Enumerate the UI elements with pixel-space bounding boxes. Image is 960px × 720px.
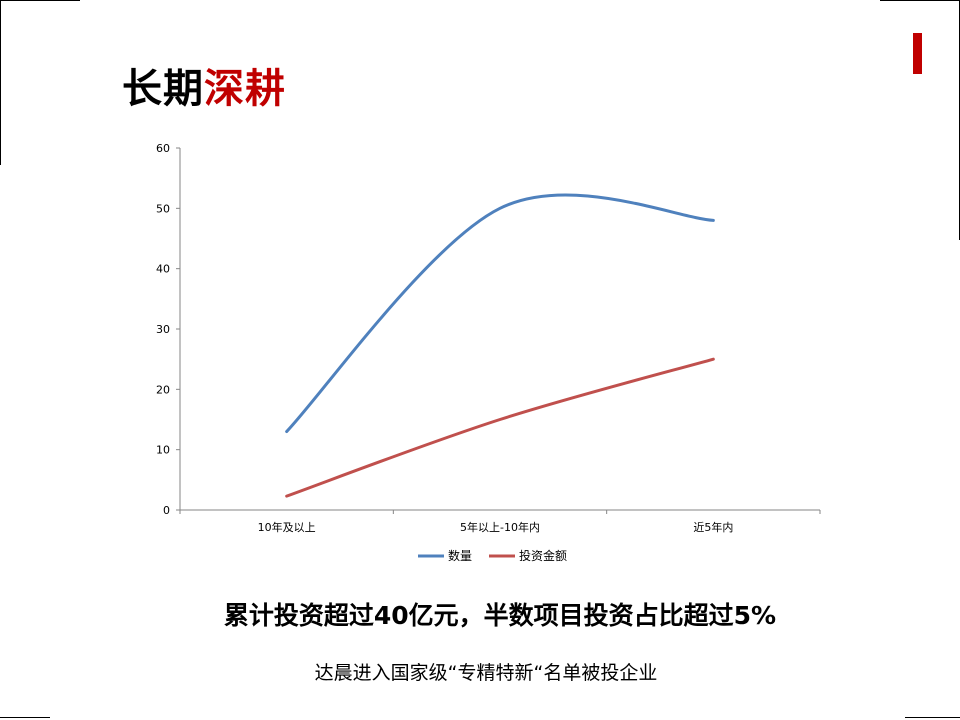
legend-label-0: 数量 [448,548,472,563]
frame-line-top-right [880,0,960,1]
y-tick-label: 10 [156,444,170,457]
title-part-black: 长期 [122,66,204,112]
slide-title: 长期深耕 [122,56,286,114]
frame-line-top-left [0,0,80,1]
y-tick-label: 30 [156,323,170,336]
frame-line-left-vertical [0,0,1,165]
frame-line-bottom-right [905,717,960,718]
legend-label-1: 投资金额 [519,548,567,563]
title-part-red: 深耕 [204,66,286,112]
line-chart: 0 10 20 30 40 50 60 10年及以上 5年以上-10年内 近5年内 数量 投资金额 [156,142,821,563]
x-category-label: 近5年内 [693,520,733,534]
y-tick-label: 40 [156,263,170,276]
frame-line-bottom-left [0,717,50,718]
y-tick-label: 20 [156,383,170,396]
series-line-0 [285,193,715,434]
x-category-label: 10年及以上 [258,520,316,534]
headline-text: 累计投资超过40亿元，半数项目投资占比超过5% [223,601,777,630]
subline-text: 达晨进入国家级“专精特新“名单被投企业 [314,662,658,684]
y-tick-label: 60 [156,142,170,155]
accent-bar [913,33,922,74]
x-category-label: 5年以上-10年内 [460,520,540,534]
y-tick-label: 50 [156,202,170,215]
series-line-1 [285,357,715,498]
y-tick-label: 0 [163,504,170,517]
